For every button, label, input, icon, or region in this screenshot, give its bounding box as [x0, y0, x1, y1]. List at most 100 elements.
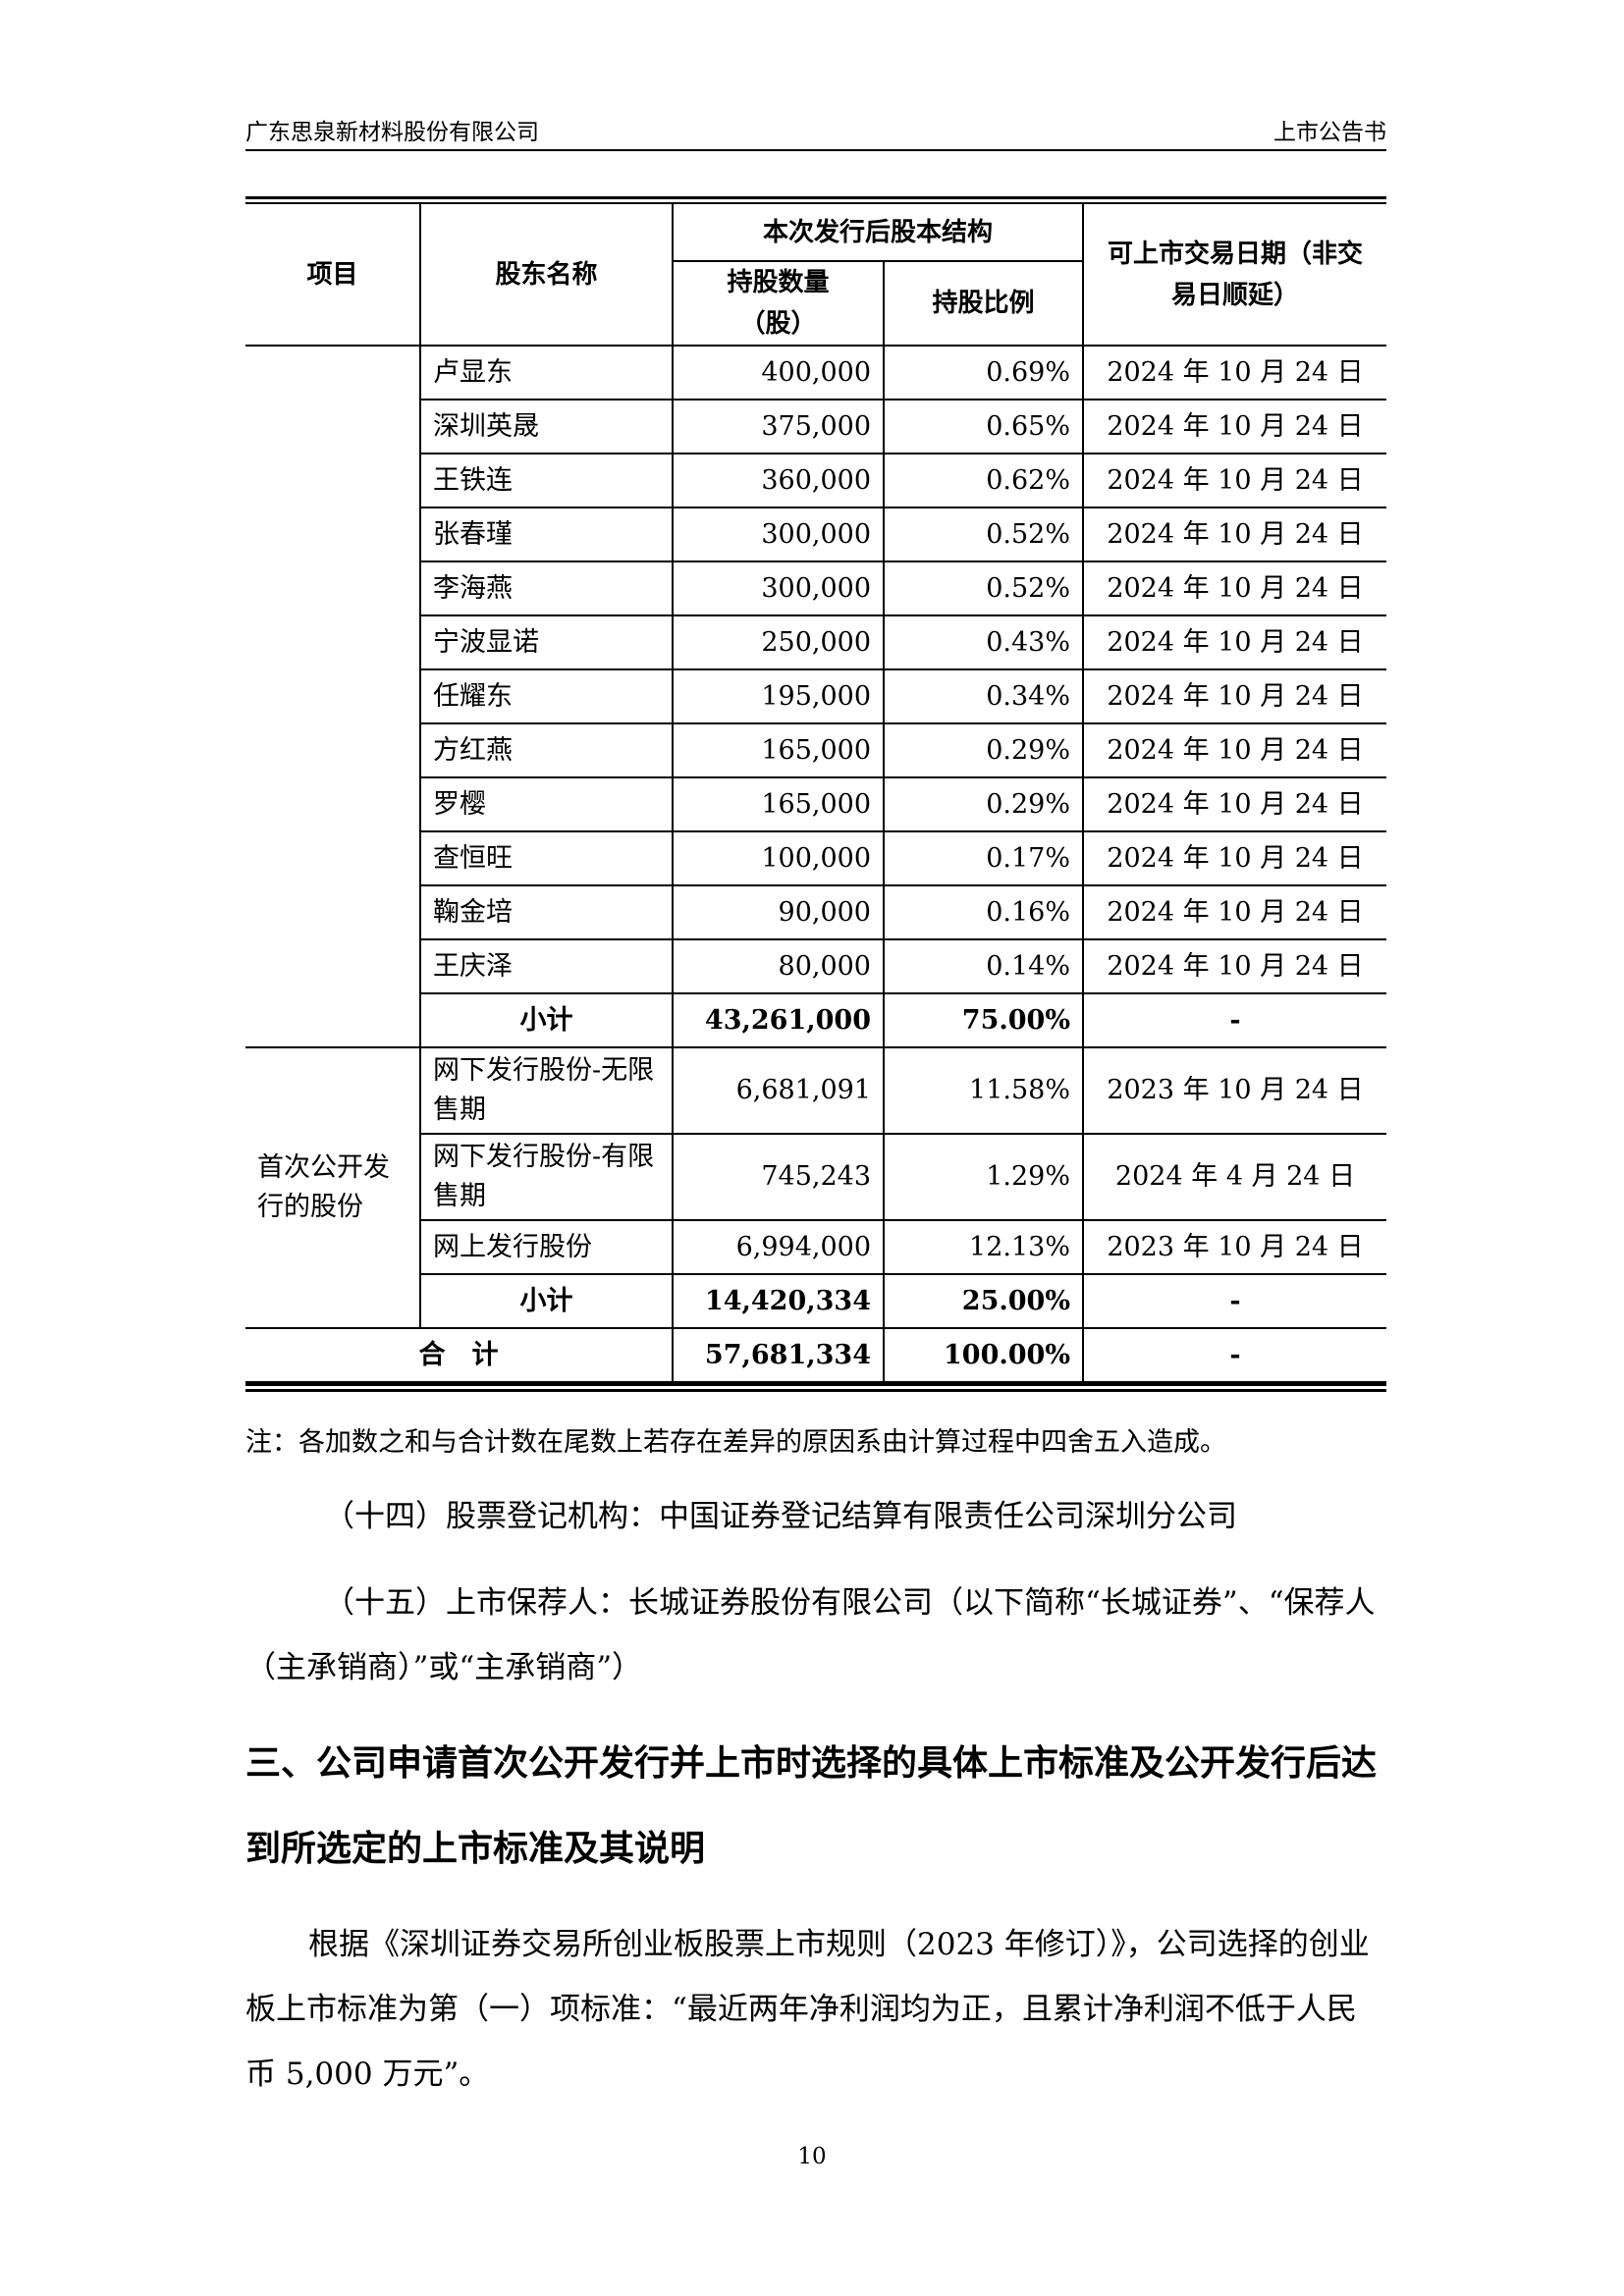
share-qty: 745,243 — [672, 1133, 885, 1221]
table-row: 王庆泽 80,000 0.14% 2024 年 10 月 24 日 — [245, 938, 1386, 994]
tradable-date: 2024 年 10 月 24 日 — [1082, 722, 1386, 778]
shareholder-name: 鞠金培 — [420, 884, 674, 940]
shareholder-name: 任耀东 — [420, 668, 674, 724]
share-ratio: 12.13% — [883, 1219, 1084, 1275]
shareholder-name: 方红燕 — [420, 722, 674, 778]
share-qty: 43,261,000 — [672, 992, 885, 1048]
header-name: 股东名称 — [419, 204, 674, 347]
tradable-date: 2024 年 10 月 24 日 — [1082, 399, 1386, 454]
para-registrar: （十四）股票登记机构：中国证券登记结算有限责任公司深圳分公司 — [324, 1499, 1237, 1534]
share-ratio: 0.52% — [883, 507, 1084, 562]
shareholder-name: 网下发行股份-有限售期 — [420, 1133, 674, 1221]
table-row: 王铁连 360,000 0.62% 2024 年 10 月 24 日 — [245, 453, 1386, 508]
shareholder-name: 网下发行股份-无限售期 — [419, 1046, 674, 1135]
share-ratio: 0.29% — [883, 722, 1084, 778]
share-ratio: 0.29% — [883, 776, 1084, 832]
share-ratio: 0.52% — [883, 561, 1084, 616]
table-note: 注：各加数之和与合计数在尾数上若存在差异的原因系由计算过程中四舍五入造成。 — [245, 1427, 1226, 1458]
share-ratio: 0.69% — [883, 345, 1084, 400]
group-2-item: 首次公开发行的股份 — [245, 1046, 421, 1329]
share-ratio: 0.62% — [883, 453, 1084, 508]
shareholder-name: 卢显东 — [419, 345, 674, 400]
group-1-item — [245, 345, 421, 1048]
document-type: 上市公告书 — [1273, 120, 1386, 145]
share-ratio: 0.17% — [883, 830, 1084, 886]
shareholder-name: 网上发行股份 — [420, 1219, 674, 1275]
table-row: 卢显东 400,000 0.69% 2024 年 10 月 24 日 — [245, 345, 1386, 1048]
share-qty: 300,000 — [672, 561, 885, 616]
company-name: 广东思泉新材料股份有限公司 — [245, 120, 539, 145]
share-qty: 6,681,091 — [672, 1046, 885, 1135]
share-qty: 90,000 — [672, 884, 885, 940]
share-qty: 165,000 — [672, 776, 885, 832]
table-bottom-rule — [245, 1383, 1386, 1386]
page-header: 广东思泉新材料股份有限公司 上市公告书 — [245, 116, 1386, 151]
share-qty: 300,000 — [672, 507, 885, 562]
shareholder-name: 罗樱 — [420, 776, 674, 832]
section-heading: 三、公司申请首次公开发行并上市时选择的具体上市标准及公开发行后达到所选定的上市标… — [245, 1743, 1378, 1869]
share-ratio: 11.58% — [883, 1046, 1084, 1135]
table-row: 小计 43,261,000 75.00% - — [245, 992, 1386, 1048]
share-ratio: 0.43% — [883, 614, 1084, 670]
share-qty: 6,994,000 — [672, 1219, 885, 1275]
share-ratio: 0.65% — [883, 399, 1084, 454]
shareholder-name: 小计 — [420, 992, 674, 1048]
share-qty: 400,000 — [672, 345, 885, 400]
shareholder-name: 王铁连 — [420, 453, 674, 508]
tradable-date: 2023 年 10 月 24 日 — [1082, 1219, 1386, 1275]
tradable-date: 2024 年 10 月 24 日 — [1082, 561, 1386, 616]
share-qty: 195,000 — [672, 668, 885, 724]
table-row: 宁波显诺 250,000 0.43% 2024 年 10 月 24 日 — [245, 614, 1386, 670]
share-qty: 100,000 — [672, 830, 885, 886]
tradable-date: 2024 年 10 月 24 日 — [1082, 614, 1386, 670]
share-structure-table: 项目 股东名称 本次发行后股本结构 可上市交易日期（非交易日顺延） 持股数量（股… — [245, 204, 1386, 1383]
shareholder-name: 宁波显诺 — [420, 614, 674, 670]
share-qty: 165,000 — [672, 722, 885, 778]
table-row: 任耀东 195,000 0.34% 2024 年 10 月 24 日 — [245, 668, 1386, 724]
table-top-rule-2 — [245, 202, 1386, 204]
table-row: 方红燕 165,000 0.29% 2024 年 10 月 24 日 — [245, 722, 1386, 778]
share-ratio: 0.34% — [883, 668, 1084, 724]
shareholder-name: 王庆泽 — [420, 938, 674, 994]
total-ratio: 100.00% — [883, 1327, 1084, 1383]
share-qty: 250,000 — [672, 614, 885, 670]
header-date: 可上市交易日期（非交易日顺延） — [1082, 204, 1386, 347]
shareholder-name: 张春瑾 — [420, 507, 674, 562]
tradable-date: 2024 年 4 月 24 日 — [1082, 1133, 1386, 1221]
table-row: 张春瑾 300,000 0.52% 2024 年 10 月 24 日 — [245, 507, 1386, 562]
total-qty: 57,681,334 — [672, 1327, 885, 1383]
header-structure: 本次发行后股本结构 — [672, 204, 1084, 262]
tradable-date: 2024 年 10 月 24 日 — [1082, 884, 1386, 940]
table-row: 深圳英晟 375,000 0.65% 2024 年 10 月 24 日 — [245, 399, 1386, 454]
table-row: 查恒旺 100,000 0.17% 2024 年 10 月 24 日 — [245, 830, 1386, 886]
tradable-date: 2024 年 10 月 24 日 — [1082, 776, 1386, 832]
table-row: 首次公开发行的股份 网下发行股份-无限售期 6,681,091 11.58% 2023 … — [245, 1046, 1386, 1329]
total-label: 合 计 — [245, 1327, 674, 1383]
table-row: 罗樱 165,000 0.29% 2024 年 10 月 24 日 — [245, 776, 1386, 832]
tradable-date: 2023 年 10 月 24 日 — [1082, 1046, 1386, 1135]
header-qty: 持股数量（股） — [673, 260, 885, 347]
share-ratio: 0.16% — [883, 884, 1084, 940]
share-qty: 360,000 — [672, 453, 885, 508]
shareholder-name: 查恒旺 — [420, 830, 674, 886]
tradable-date: 2024 年 10 月 24 日 — [1082, 668, 1386, 724]
tradable-date: - — [1082, 1273, 1386, 1329]
share-qty: 14,420,334 — [672, 1273, 885, 1329]
total-date: - — [1082, 1327, 1386, 1383]
table-row: 小计 14,420,334 25.00% - — [245, 1273, 1386, 1329]
share-qty: 80,000 — [672, 938, 885, 994]
table-row: 网上发行股份 6,994,000 12.13% 2023 年 10 月 24 日 — [245, 1219, 1386, 1275]
share-ratio: 75.00% — [883, 992, 1084, 1048]
table-row: 网下发行股份-有限售期 745,243 1.29% 2024 年 4 月 24 日 — [245, 1133, 1386, 1221]
shareholder-name: 深圳英晟 — [420, 399, 674, 454]
page-number: 10 — [797, 2144, 827, 2169]
share-ratio: 25.00% — [883, 1273, 1084, 1329]
tradable-date: 2024 年 10 月 24 日 — [1082, 507, 1386, 562]
para-sponsor: （十五）上市保荐人：长城证券股份有限公司（以下简称“长城证券”、“保荐人（主承销… — [245, 1585, 1376, 1685]
table-bottom-rule-2 — [245, 1389, 1386, 1392]
share-qty: 375,000 — [672, 399, 885, 454]
header-ratio: 持股比例 — [883, 260, 1083, 347]
tradable-date: 2024 年 10 月 24 日 — [1082, 938, 1386, 994]
share-ratio: 1.29% — [883, 1133, 1084, 1221]
header-item: 项目 — [245, 204, 421, 347]
